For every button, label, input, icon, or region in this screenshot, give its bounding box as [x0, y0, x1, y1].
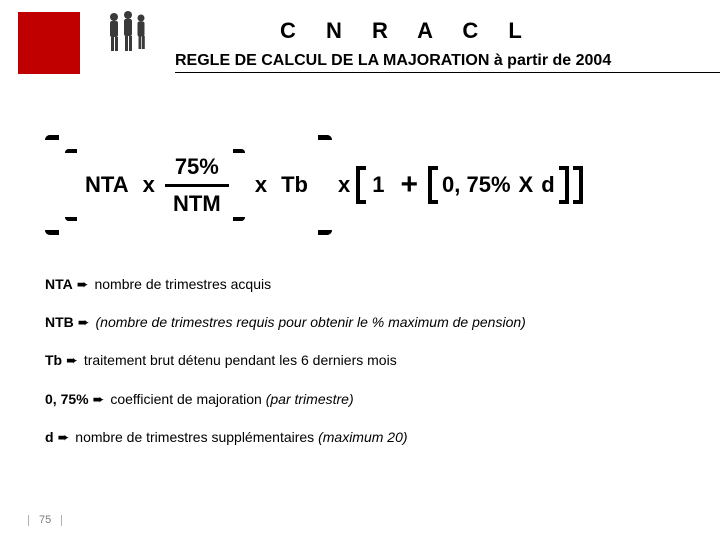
- def-d-label: d: [45, 429, 54, 445]
- term-coef: 0, 75%: [442, 172, 511, 198]
- op-plus: +: [400, 168, 418, 202]
- arrow-icon: ➨: [93, 390, 105, 408]
- people-icon: [100, 8, 152, 60]
- def-nta-label: NTA: [45, 276, 73, 292]
- bracket-inner-right: [233, 149, 245, 221]
- fraction-numerator: 75%: [175, 154, 219, 184]
- formula: NTA x 75% NTM x Tb x 1 + 0, 75% X d: [45, 135, 583, 235]
- bracket-sq-inner-left: [428, 166, 438, 204]
- op-times-2: x: [255, 172, 267, 198]
- bracket-sq-outer-left: [356, 166, 366, 204]
- def-d: d➨ nombre de trimestres supplémentaires (…: [45, 428, 526, 446]
- def-d-text1: nombre de trimestres supplémentaires: [75, 429, 318, 445]
- page-number: 75: [39, 514, 51, 526]
- def-tb-text: traitement brut détenu pendant les 6 der…: [84, 352, 397, 368]
- op-times-4: X: [519, 172, 534, 198]
- def-nta: NTA➨ nombre de trimestres acquis: [45, 275, 526, 293]
- header-rule: [175, 72, 720, 73]
- header: C N R A C L REGLE DE CALCUL DE LA MAJORA…: [0, 0, 720, 75]
- def-ntb-label: NTB: [45, 314, 74, 330]
- page-title: C N R A C L: [280, 18, 534, 44]
- footer: 75: [18, 514, 72, 526]
- term-one: 1: [372, 172, 384, 198]
- def-nta-text: nombre de trimestres acquis: [94, 276, 271, 292]
- fraction: 75% NTM: [165, 154, 229, 217]
- bracket-inner-left: [65, 149, 77, 221]
- def-tb-label: Tb: [45, 352, 62, 368]
- footer-bar: [28, 515, 29, 526]
- footer-bar: [61, 515, 62, 526]
- fraction-denominator: NTM: [165, 184, 229, 217]
- bracket-outer-left: [45, 135, 59, 235]
- def-ntb: NTB➨ (nombre de trimestres requis pour ob…: [45, 313, 526, 331]
- def-coef-label: 0, 75%: [45, 391, 89, 407]
- def-coef-text2: (par trimestre): [266, 391, 354, 407]
- page-subtitle: REGLE DE CALCUL DE LA MAJORATION à parti…: [175, 52, 611, 70]
- op-times-1: x: [143, 172, 155, 198]
- arrow-icon: ➨: [66, 351, 78, 369]
- def-d-text2: (maximum 20): [318, 429, 407, 445]
- def-tb: Tb➨ traitement brut détenu pendant les 6 …: [45, 351, 526, 369]
- def-ntb-text: (nombre de trimestres requis pour obteni…: [96, 314, 526, 330]
- def-coef-text1: coefficient de majoration: [110, 391, 265, 407]
- arrow-icon: ➨: [58, 428, 70, 446]
- term-nta: NTA: [85, 172, 129, 198]
- bracket-outer-right: [318, 135, 332, 235]
- definitions: NTA➨nombre de trimestres acquis NTB➨(nom…: [45, 275, 526, 466]
- term-d: d: [541, 172, 554, 198]
- arrow-icon: ➨: [77, 275, 89, 293]
- bracket-sq-outer-right: [573, 166, 583, 204]
- term-tb: Tb: [281, 172, 308, 198]
- accent-square: [18, 12, 80, 74]
- bracket-sq-inner-right: [559, 166, 569, 204]
- def-coef: 0, 75%➨ coefficient de majoration (par tr…: [45, 390, 526, 408]
- arrow-icon: ➨: [78, 313, 90, 331]
- op-times-3: x: [338, 172, 350, 198]
